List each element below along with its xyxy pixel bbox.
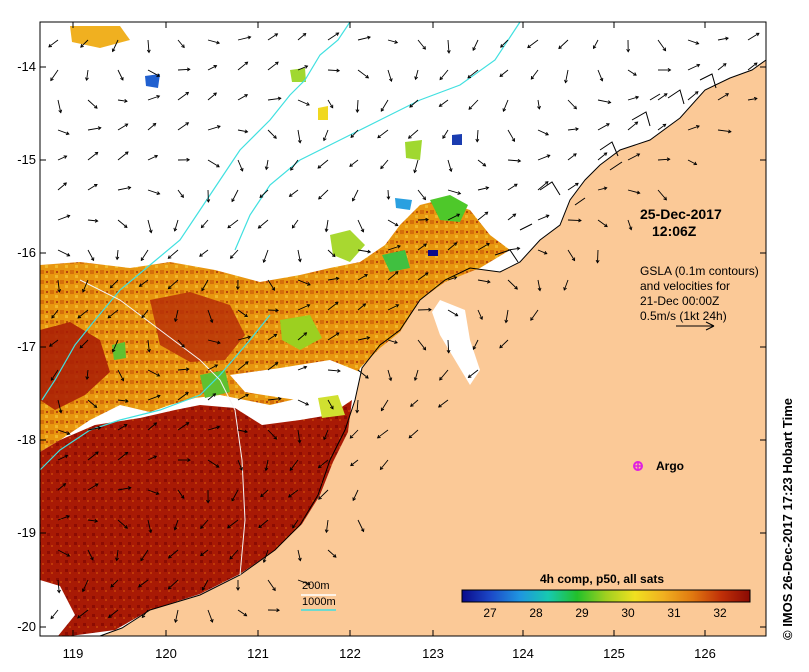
sst-hot-region [40,400,352,636]
isobath-200m [234,21,521,251]
y-tick-label: -14 [17,59,36,74]
colorbar [461,589,751,603]
isobath-1000m-label: 1000m [302,596,336,608]
colorbar-tick-label: 28 [529,606,543,620]
argo-label: Argo [656,459,684,473]
x-tick-label: 121 [247,646,269,661]
legend-line-1: GSLA (0.1m contours) [640,264,759,278]
time-label: 12:06Z [652,223,697,239]
x-tick-label: 123 [422,646,444,661]
colorbar-tick-label: 30 [621,606,635,620]
y-tick-label: -18 [17,432,36,447]
x-tick-label: 120 [155,646,177,661]
king-sound [432,300,480,385]
credit-label: © IMOS 26-Dec-2017 17:23 Hobart Time [780,398,795,640]
colorbar-tick-label: 29 [575,606,589,620]
legend-line-3: 21-Dec 00:00Z [640,294,720,308]
x-tick-label: 124 [512,646,534,661]
x-tick-label: 119 [62,646,84,661]
isobath-1000m [39,21,351,471]
y-tick-label: -16 [17,245,36,260]
cloud-gap [230,360,360,402]
land-mass [100,60,766,636]
coastline [99,59,767,637]
sst-hot-patch-central [150,292,245,362]
isobath-200m-label: 200m [302,580,330,592]
legend-line-4: 0.5m/s (1kt 24h) [640,309,727,323]
y-tick-label: -15 [17,152,36,167]
cloud-gap-west [40,580,75,636]
y-tick-label: -17 [17,339,36,354]
axis-ticks [40,22,766,636]
sst-hot-patch-west [40,322,110,410]
x-tick-label: 122 [339,646,361,661]
velocity-scale-arrow [676,321,715,331]
colorbar-title: 4h comp, p50, all sats [540,572,665,586]
argo-marker [633,461,643,471]
colorbar-tick-label: 32 [713,606,727,620]
plot-frame [39,21,767,637]
colorbar-tick-label: 27 [483,606,497,620]
y-tick-label: -20 [17,619,36,634]
colorbar-tick-label: 31 [667,606,681,620]
legend-line-2: and velocities for [640,279,731,293]
x-tick-label: 125 [603,646,625,661]
y-tick-label: -19 [17,525,36,540]
x-tick-label: 126 [694,646,716,661]
cool-patches [70,26,468,418]
date-label: 25-Dec-2017 [640,206,722,222]
velocity-vectors [48,32,760,623]
isobath-inner [79,279,246,576]
